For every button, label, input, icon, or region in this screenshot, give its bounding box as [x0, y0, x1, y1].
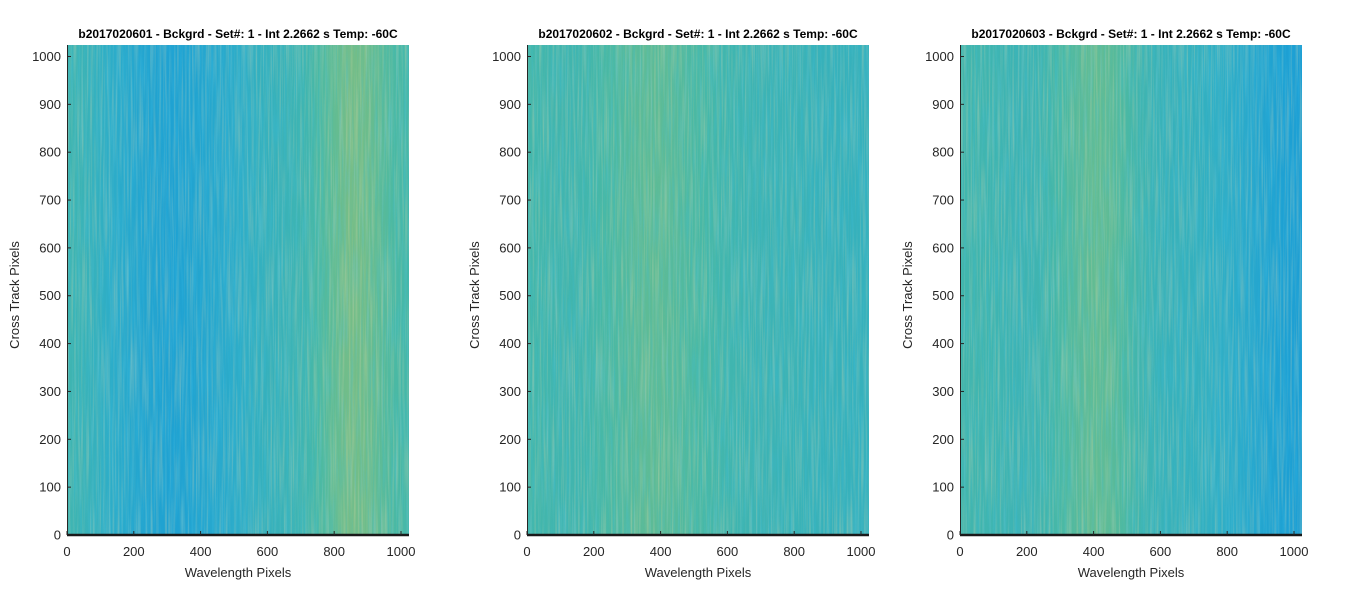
x-tick-label: 200: [583, 544, 605, 559]
x-tick-label: 1000: [387, 544, 416, 559]
x-tick-label: 600: [717, 544, 739, 559]
x-tick-label: 1000: [847, 544, 876, 559]
y-axis-label: Cross Track Pixels: [7, 241, 22, 349]
y-tick-label: 800: [499, 145, 521, 160]
x-tick-label: 800: [1216, 544, 1238, 559]
y-axis: 0 100 200 300 400 500 600 700 800 900 1000: [492, 45, 531, 543]
x-tick-label: 600: [1150, 544, 1172, 559]
x-tick-label: 200: [1016, 544, 1038, 559]
y-tick-label: 100: [39, 480, 61, 495]
y-tick-label: 500: [39, 288, 61, 303]
heatmap-image: [960, 45, 1302, 535]
heatmap-image: [67, 45, 409, 535]
x-tick-label: 400: [1083, 544, 1105, 559]
y-axis: 0 100 200 300 400 500 600 700 800 900 1000: [925, 45, 964, 543]
chart-title: b2017020602 - Bckgrd - Set#: 1 - Int 2.2…: [538, 27, 858, 41]
y-tick-label: 100: [499, 480, 521, 495]
x-axis: 0 200 400 600 800 1000: [956, 531, 1308, 559]
x-tick-label: 800: [783, 544, 805, 559]
x-tick-label: 800: [323, 544, 345, 559]
heatmap-panel-2: b2017020602 - Bckgrd - Set#: 1 - Int 2.2…: [467, 27, 875, 580]
x-tick-label: 600: [257, 544, 279, 559]
heatmap-texture: [527, 45, 869, 535]
y-tick-label: 600: [39, 240, 61, 255]
heatmap-panel-1: b2017020601 - Bckgrd - Set#: 1 - Int 2.2…: [7, 27, 415, 580]
y-tick-label: 700: [499, 193, 521, 208]
y-tick-label: 300: [932, 384, 954, 399]
chart-title: b2017020601 - Bckgrd - Set#: 1 - Int 2.2…: [78, 27, 398, 41]
chart-title: b2017020603 - Bckgrd - Set#: 1 - Int 2.2…: [971, 27, 1291, 41]
y-tick-label: 700: [932, 193, 954, 208]
y-tick-label: 900: [39, 97, 61, 112]
x-tick-label: 200: [123, 544, 145, 559]
y-tick-label: 500: [932, 288, 954, 303]
x-tick-label: 0: [523, 544, 530, 559]
y-tick-label: 400: [39, 336, 61, 351]
y-tick-label: 1000: [925, 49, 954, 64]
y-tick-label: 1000: [32, 49, 61, 64]
y-tick-label: 600: [932, 240, 954, 255]
x-axis: 0 200 400 600 800 1000: [523, 531, 875, 559]
y-tick-label: 0: [514, 528, 521, 543]
y-tick-label: 400: [499, 336, 521, 351]
y-axis: 0 100 200 300 400 500 600 700 800 900 1000: [32, 45, 71, 543]
x-axis-label: Wavelength Pixels: [645, 565, 752, 580]
y-tick-label: 900: [932, 97, 954, 112]
y-tick-label: 1000: [492, 49, 521, 64]
x-axis-label: Wavelength Pixels: [1078, 565, 1185, 580]
y-axis-label: Cross Track Pixels: [900, 241, 915, 349]
y-tick-label: 200: [932, 432, 954, 447]
y-tick-label: 600: [499, 240, 521, 255]
y-tick-label: 900: [499, 97, 521, 112]
y-tick-label: 800: [39, 145, 61, 160]
y-tick-label: 200: [39, 432, 61, 447]
y-tick-label: 300: [499, 384, 521, 399]
y-tick-label: 400: [932, 336, 954, 351]
x-axis-label: Wavelength Pixels: [185, 565, 292, 580]
y-tick-label: 100: [932, 480, 954, 495]
y-tick-label: 500: [499, 288, 521, 303]
x-tick-label: 0: [956, 544, 963, 559]
y-tick-label: 300: [39, 384, 61, 399]
y-tick-label: 200: [499, 432, 521, 447]
x-tick-label: 400: [190, 544, 212, 559]
x-tick-label: 1000: [1280, 544, 1309, 559]
heatmap-panel-3: b2017020603 - Bckgrd - Set#: 1 - Int 2.2…: [900, 27, 1308, 580]
x-axis: 0 200 400 600 800 1000: [63, 531, 415, 559]
y-tick-label: 700: [39, 193, 61, 208]
y-tick-label: 0: [947, 528, 954, 543]
heatmap-image: [527, 45, 869, 535]
heatmap-texture: [960, 45, 1302, 535]
heatmap-texture: [67, 45, 409, 535]
x-tick-label: 0: [63, 544, 70, 559]
y-tick-label: 0: [54, 528, 61, 543]
y-tick-label: 800: [932, 145, 954, 160]
y-axis-label: Cross Track Pixels: [467, 241, 482, 349]
x-tick-label: 400: [650, 544, 672, 559]
